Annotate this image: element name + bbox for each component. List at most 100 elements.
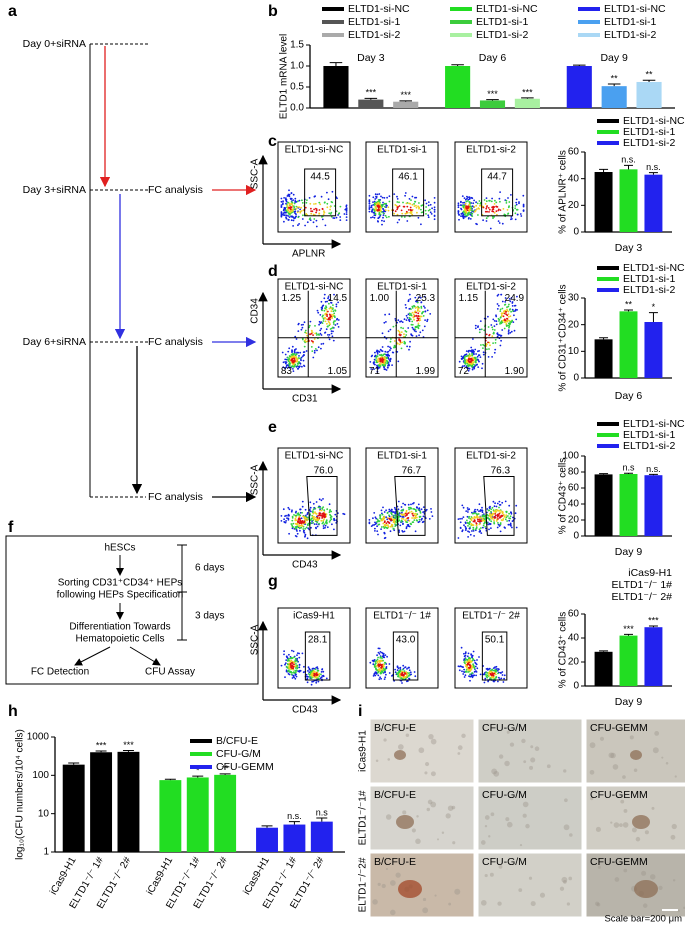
event-dot [417,521,420,524]
event-dot [298,361,300,363]
event-dot [493,351,496,354]
event-dot [499,200,501,203]
event-dot [320,673,322,676]
event-dot [285,669,288,672]
event-dot [416,507,418,509]
event-dot [325,306,328,309]
event-dot [389,328,392,331]
event-dot [377,533,379,536]
event-dot [475,526,478,529]
event-dot [498,222,501,224]
gate-value: 1.99 [416,366,436,377]
event-dot [312,221,315,224]
event-dot [327,310,329,313]
scheme-node: Sorting CD31⁺CD34⁺ HEPs [58,578,183,589]
gate [304,631,331,681]
bar [117,751,140,852]
event-dot [464,674,467,677]
event-dot [499,344,502,347]
event-dot [322,513,325,516]
event-dot [413,517,415,519]
bar [323,66,349,108]
event-dot [375,195,377,198]
error-bar [261,825,273,828]
error-bar [122,749,134,752]
cell-texture [375,759,379,762]
plot-title: ELTD1⁻/⁻ 1# [373,611,431,622]
event-dot [469,205,472,208]
event-dot [323,201,326,204]
event-dot [315,513,318,515]
event-dot [408,198,411,200]
event-dot [458,214,461,216]
event-dot [471,352,473,355]
event-dot [329,323,331,326]
event-dot [499,530,502,533]
gate [394,476,426,536]
event-dot [462,666,464,668]
cell-texture [566,902,570,906]
legend-label: CFU-GEMM [216,761,274,773]
event-dot [315,211,317,214]
event-dot [318,201,321,204]
event-dot [386,366,389,369]
y-tick-label: 100 [32,770,49,781]
event-dot [381,363,384,366]
event-dot [332,314,335,317]
event-dot [311,350,314,352]
event-dot [401,682,403,684]
event-dot [400,331,403,333]
event-dot [323,523,326,526]
cell-label: B/CFU-E [374,789,416,801]
event-dot [326,315,328,318]
event-dot [385,321,387,323]
event-dot [389,349,391,352]
flow-plot: ELTD1-si-276.3 [454,447,528,544]
event-dot [415,510,417,512]
event-dot [464,525,467,528]
event-dot [490,508,493,511]
event-dot [325,519,328,521]
event-dot [385,516,387,519]
cell-texture [563,880,567,884]
event-dot [492,206,495,209]
event-dot [394,671,397,674]
event-dot [473,364,476,366]
event-dot [312,680,315,683]
event-dot [427,204,430,207]
flow-x-axis: APLNR [292,249,325,260]
event-dot [328,316,331,319]
event-dot [490,527,492,529]
event-dot [499,522,502,524]
event-dot [313,516,316,518]
event-dot [306,519,309,522]
cell-texture [633,768,638,773]
cell-texture [613,822,620,828]
event-dot [384,676,387,679]
event-dot [385,522,388,525]
event-dot [292,674,295,677]
step-label: Day 6+siRNA [23,336,86,348]
event-dot [293,217,295,220]
legend-label: ELTD1-si-1 [348,16,400,28]
event-dot [405,319,408,321]
event-dot [303,665,305,668]
event-dot [465,669,468,671]
event-dot [472,202,475,205]
event-dot [334,309,336,312]
event-dot [316,309,319,312]
event-dot [423,325,426,328]
event-dot [328,313,331,316]
event-dot [385,673,387,676]
event-dot [514,309,517,312]
bar [644,322,663,378]
event-dot [288,367,291,369]
event-dot [411,305,414,308]
event-dot [380,211,383,213]
event-dot [493,510,495,513]
event-dot [315,681,318,684]
event-dot [298,515,301,518]
cell-texture [642,903,648,908]
cell-texture [430,738,437,745]
cell-texture [671,823,677,830]
